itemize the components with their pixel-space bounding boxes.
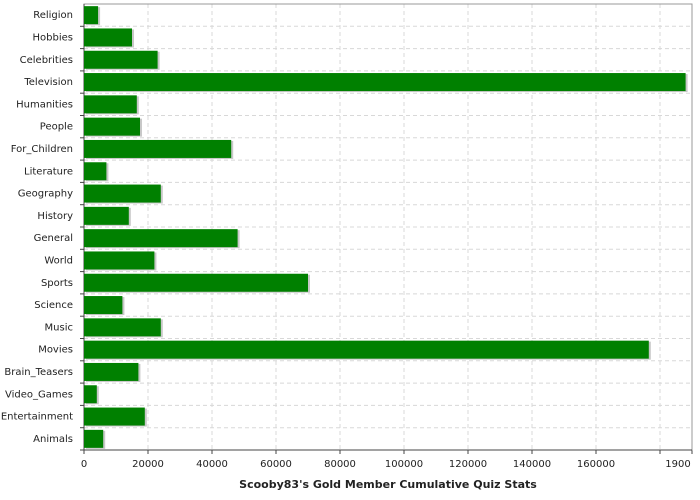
y-tick-label: Entertainment xyxy=(1,412,73,423)
bar xyxy=(84,162,107,181)
y-tick-label: Animals xyxy=(33,434,73,445)
x-tick-label: 20000 xyxy=(132,459,164,470)
bar xyxy=(84,362,139,381)
y-tick-label: Humanities xyxy=(16,99,73,110)
y-tick-label: Movies xyxy=(38,345,73,356)
x-tick-label: 40000 xyxy=(196,459,228,470)
x-tick-label: 80000 xyxy=(324,459,356,470)
y-tick-label: Religion xyxy=(33,10,73,21)
bar xyxy=(84,139,232,158)
y-tick-label: Brain_Teasers xyxy=(4,367,73,378)
x-tick-label: 160000 xyxy=(577,459,615,470)
bar xyxy=(84,184,161,203)
y-tick-label: Literature xyxy=(24,166,73,177)
bar xyxy=(84,251,155,270)
bar xyxy=(84,429,104,448)
y-tick-label: For_Children xyxy=(11,144,73,155)
bar xyxy=(84,318,161,337)
bar xyxy=(84,296,123,315)
y-tick-label: Hobbies xyxy=(33,32,73,43)
bar xyxy=(84,6,99,25)
x-tick-label: 100000 xyxy=(385,459,423,470)
x-tick-label: 140000 xyxy=(513,459,551,470)
bar xyxy=(84,273,308,292)
bar xyxy=(84,229,238,248)
bar xyxy=(84,73,686,92)
x-tick-label: 120000 xyxy=(449,459,487,470)
bar xyxy=(84,28,132,47)
x-tick-label: 60000 xyxy=(260,459,292,470)
y-tick-label: World xyxy=(44,255,73,266)
bar xyxy=(84,117,140,136)
y-tick-label: General xyxy=(34,233,73,244)
y-tick-label: Celebrities xyxy=(20,55,73,66)
y-tick-label: Science xyxy=(34,300,73,311)
x-axis-label: Scooby83's Gold Member Cumulative Quiz S… xyxy=(239,478,537,491)
x-tick-label: 1900 xyxy=(665,459,690,470)
bar xyxy=(84,50,158,69)
bar xyxy=(84,385,97,404)
y-tick-label: Video_Games xyxy=(5,389,73,400)
bar xyxy=(84,206,129,225)
bar xyxy=(84,95,137,114)
x-tick-label: 0 xyxy=(81,459,87,470)
bar xyxy=(84,340,649,359)
y-tick-label: Television xyxy=(23,77,73,88)
y-tick-label: Sports xyxy=(41,278,73,289)
y-tick-label: Geography xyxy=(18,189,73,200)
y-tick-label: History xyxy=(37,211,73,222)
y-tick-label: Music xyxy=(45,322,73,333)
y-tick-label: People xyxy=(40,122,73,133)
bar xyxy=(84,407,145,426)
